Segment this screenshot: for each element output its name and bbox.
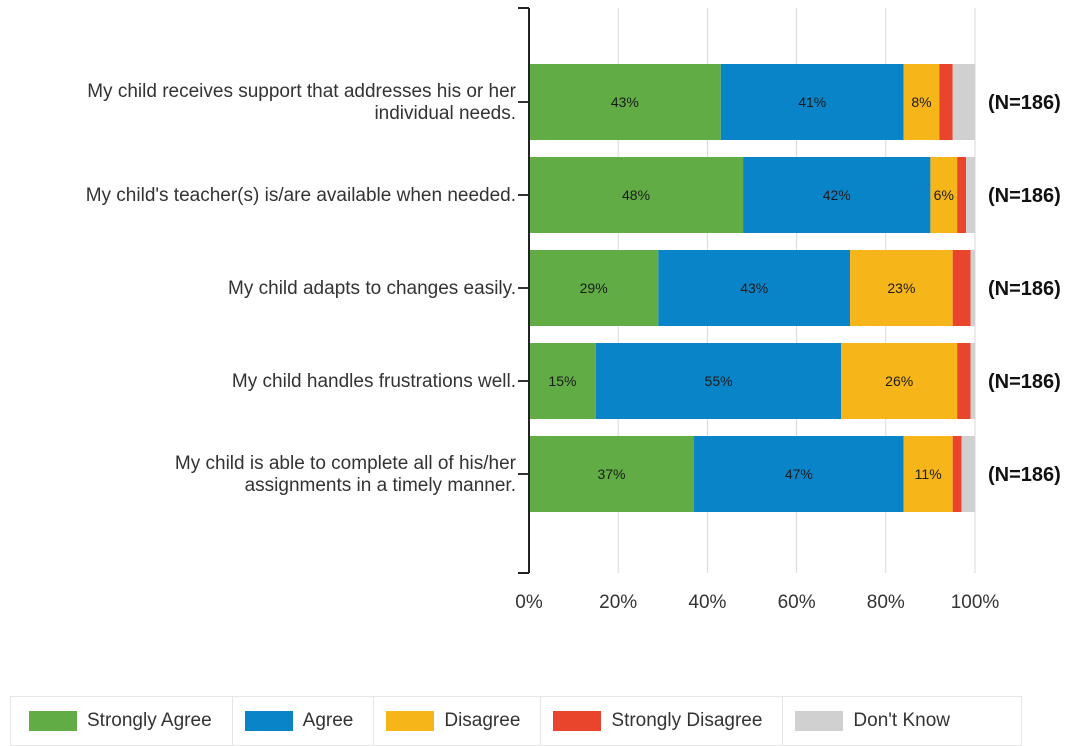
stacked-bar-chart: 0% 20% 40% 60% 80% 100% 43% 41% 8% My child recei… (86, 7, 1061, 613)
legend-label: Strongly Disagree (611, 710, 763, 731)
legend-item: Don't Know (795, 697, 970, 745)
legend-swatch (244, 711, 293, 731)
data-label: 41% (798, 94, 826, 110)
n-label: (N=186) (988, 464, 1061, 486)
data-label: 48% (622, 187, 650, 203)
data-label: 47% (785, 466, 813, 482)
n-label: (N=186) (988, 185, 1061, 207)
legend-item: Strongly Agree (29, 697, 233, 745)
bar-segment (529, 64, 721, 140)
legend-swatch (795, 711, 844, 731)
data-label: 26% (885, 373, 913, 389)
n-label: (N=186) (988, 92, 1061, 114)
data-label: 43% (740, 280, 768, 296)
category-label: individual needs. (374, 103, 516, 124)
legend-swatch (386, 711, 435, 731)
bar-segment (720, 64, 904, 140)
legend-item: Agree (244, 697, 375, 745)
data-label: 43% (611, 94, 639, 110)
data-label: 8% (911, 94, 931, 110)
x-tick-label: 40% (688, 592, 726, 613)
bar-segment (966, 157, 975, 233)
bar-segment (939, 64, 953, 140)
bar-segment (529, 343, 596, 419)
legend-item: Disagree (386, 697, 542, 745)
x-tick-label: 100% (951, 592, 1000, 613)
x-tick-label: 80% (867, 592, 905, 613)
data-label: 23% (887, 280, 915, 296)
data-label: 29% (580, 280, 608, 296)
bar-segment (970, 250, 975, 326)
x-tick-label: 60% (778, 592, 816, 613)
data-label: 15% (548, 373, 576, 389)
legend-label: Disagree (444, 710, 521, 731)
legend-label: Don't Know (853, 710, 950, 731)
category-label: My child is able to complete all of his/… (175, 453, 517, 474)
bar-segment (952, 436, 962, 512)
data-label: 55% (705, 373, 733, 389)
x-tick-label: 0% (515, 592, 543, 613)
category-label: My child's teacher(s) is/are available w… (86, 185, 516, 206)
bar-segment (952, 64, 975, 140)
n-label: (N=186) (988, 371, 1061, 393)
category-label: My child receives support that addresses… (87, 81, 516, 102)
chart-legend: Strongly Agree Agree Disagree Strongly Disa… (10, 696, 1022, 746)
bar-segment (743, 157, 931, 233)
bar-segment (841, 343, 958, 419)
legend-label: Strongly Agree (87, 710, 212, 731)
bar-segment (970, 343, 975, 419)
bar-segment (694, 436, 904, 512)
x-tick-label: 20% (599, 592, 637, 613)
category-label: My child handles frustrations well. (232, 371, 516, 392)
bar-segment (957, 157, 967, 233)
bar-segment (529, 436, 695, 512)
bar-segment (658, 250, 851, 326)
bar-segment (930, 157, 958, 233)
legend-label: Agree (302, 710, 354, 731)
legend-swatch (553, 711, 602, 731)
category-label: assignments in a timely manner. (245, 475, 516, 496)
category-label: My child adapts to changes easily. (228, 278, 516, 299)
bar-segment (957, 343, 971, 419)
bar-segment (595, 343, 842, 419)
data-label: 11% (915, 466, 942, 482)
bar-segment (529, 250, 659, 326)
bar-segment (952, 250, 971, 326)
data-label: 42% (823, 187, 851, 203)
legend-item: Strongly Disagree (553, 697, 784, 745)
bar-segment (529, 157, 744, 233)
bar-segment (903, 64, 940, 140)
data-label: 37% (597, 466, 625, 482)
bar-segment (850, 250, 953, 326)
bar-segment (961, 436, 975, 512)
n-label: (N=186) (988, 278, 1061, 300)
data-label: 6% (934, 187, 954, 203)
bar-segment (903, 436, 953, 512)
legend-swatch (29, 711, 77, 731)
